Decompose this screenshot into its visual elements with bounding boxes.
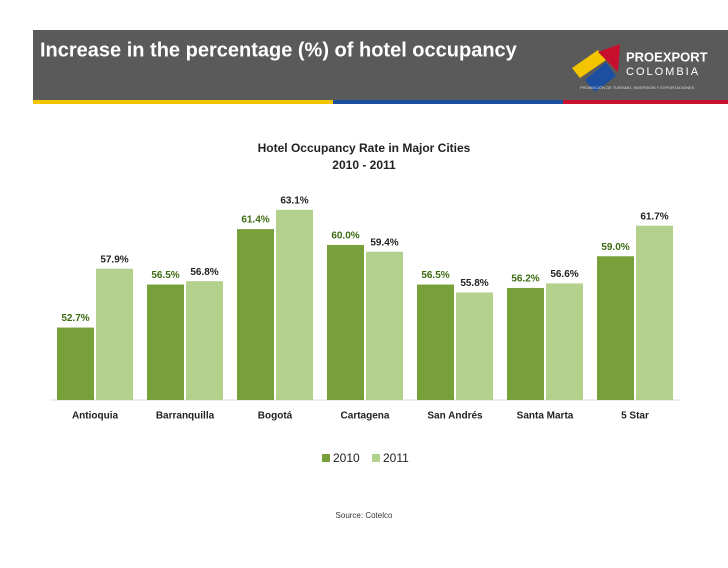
bar [327,244,364,400]
data-label: 56.5% [421,270,449,281]
x-tick-label: Barranquilla [156,411,215,422]
x-tick-label: Bogotá [258,411,293,422]
x-tick-label: Antioquia [72,411,119,422]
header-title: Increase in the percentage (%) of hotel … [40,39,518,61]
bar [57,327,94,400]
chart-title: Hotel Occupancy Rate in Major Cities [258,141,471,155]
bar [417,284,454,400]
bar [597,256,634,400]
data-label: 57.9% [100,254,128,265]
logo-country: COLOMBIA [626,66,700,78]
x-tick-label: Cartagena [341,411,390,422]
logo: PROEXPORT COLOMBIA PROMOCIÓN DE TURISMO,… [572,44,708,92]
x-tick-label: 5 Star [621,411,649,422]
data-label: 52.7% [61,313,89,324]
logo-shape [585,62,616,92]
x-tick-label: Santa Marta [517,411,574,422]
legend-label: 2010 [333,451,360,465]
data-label: 56.6% [550,269,578,280]
header-stripe [333,100,563,104]
chart-subtitle: 2010 - 2011 [332,158,396,172]
data-label: 55.8% [460,278,488,289]
data-label: 61.7% [640,211,668,222]
data-label: 60.0% [331,231,359,242]
data-label: 59.4% [370,237,398,248]
logo-tagline: PROMOCIÓN DE TURISMO, INVERSIÓN Y EXPORT… [580,85,695,90]
bar [456,292,493,400]
data-label: 63.1% [280,195,308,206]
bar [237,229,274,400]
bar [276,209,313,400]
header-stripe [563,100,728,104]
data-label: 56.5% [151,270,179,281]
legend-swatch [322,454,330,462]
bar [546,283,583,400]
x-tick-label: San Andrés [427,411,483,422]
data-label: 61.4% [241,215,269,226]
legend-swatch [372,454,380,462]
bar [636,225,673,400]
header-stripe [33,100,333,104]
logo-name: PROEXPORT [626,49,708,64]
legend-label: 2011 [383,451,409,465]
bar [366,251,403,400]
logo-shape [572,50,606,78]
bar [507,287,544,400]
logo-shape [598,44,620,72]
bar [186,281,223,400]
bar [96,268,133,400]
bar [147,284,184,400]
data-label: 56.2% [511,274,539,285]
source: Source: Cotelco [336,511,393,520]
data-label: 59.0% [601,242,629,253]
data-label: 56.8% [190,267,218,278]
